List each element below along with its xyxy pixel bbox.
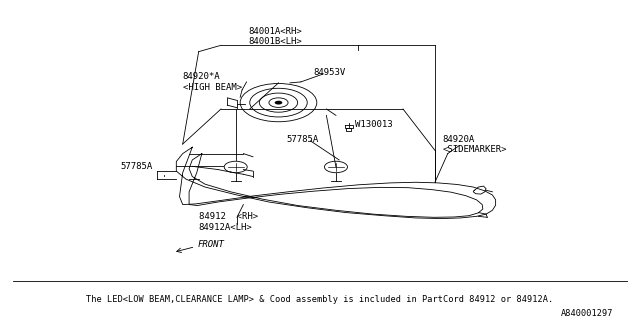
Text: The LED<LOW BEAM,CLEARANCE LAMP> & Cood assembly is included in PartCord 84912 o: The LED<LOW BEAM,CLEARANCE LAMP> & Cood …: [86, 295, 554, 304]
Text: 84912  <RH>
84912A<LH>: 84912 <RH> 84912A<LH>: [198, 212, 258, 232]
Text: 84920A
<SIDEMARKER>: 84920A <SIDEMARKER>: [443, 135, 507, 154]
Text: FRONT: FRONT: [197, 240, 224, 249]
Text: 84920*A
<HIGH BEAM>: 84920*A <HIGH BEAM>: [182, 72, 242, 92]
Text: 84001A<RH>
84001B<LH>: 84001A<RH> 84001B<LH>: [248, 27, 302, 46]
Text: 57785A: 57785A: [287, 135, 319, 144]
Circle shape: [275, 101, 282, 105]
Text: W130013: W130013: [355, 120, 393, 129]
Text: A840001297: A840001297: [561, 309, 614, 318]
Text: 57785A: 57785A: [121, 162, 153, 171]
Text: 84953V: 84953V: [314, 68, 346, 77]
